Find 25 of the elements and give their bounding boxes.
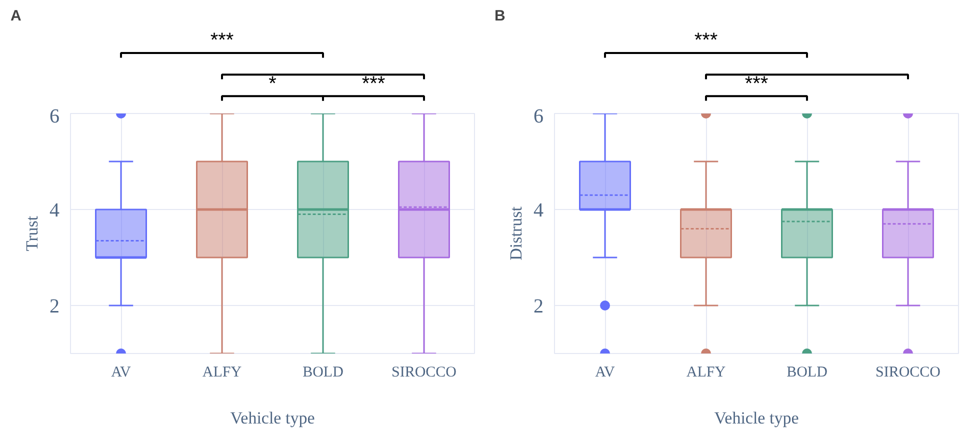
x-tick-label: SIROCCO — [391, 364, 457, 380]
x-tick-label: AV — [111, 364, 132, 380]
chart-title: A — [10, 8, 22, 24]
x-tick-label: ALFY — [202, 364, 242, 380]
text: *** — [210, 30, 234, 52]
y-tick-label: 4 — [50, 200, 60, 222]
y-axis-title: Distrust — [506, 206, 526, 260]
text: *** — [362, 72, 386, 95]
x-axis-title: Vehicle type — [230, 408, 315, 428]
chart-title: B — [494, 8, 506, 24]
y-tick-label: 6 — [50, 106, 60, 128]
text: * — [268, 72, 277, 95]
x-tick-label: AV — [595, 364, 616, 380]
text: *** — [744, 72, 768, 95]
text: *** — [694, 30, 718, 52]
x-axis-title: Vehicle type — [714, 408, 799, 428]
y-axis-title: Trust — [22, 216, 42, 252]
y-tick-label: 6 — [534, 106, 544, 128]
y-tick-label: 4 — [534, 200, 544, 222]
y-tick-label: 2 — [534, 296, 544, 318]
x-tick-label: ALFY — [686, 364, 726, 380]
y-tick-label: 2 — [50, 296, 60, 318]
x-tick-label: BOLD — [786, 364, 828, 380]
x-tick-label: BOLD — [302, 364, 344, 380]
x-tick-label: SIROCCO — [875, 364, 941, 380]
